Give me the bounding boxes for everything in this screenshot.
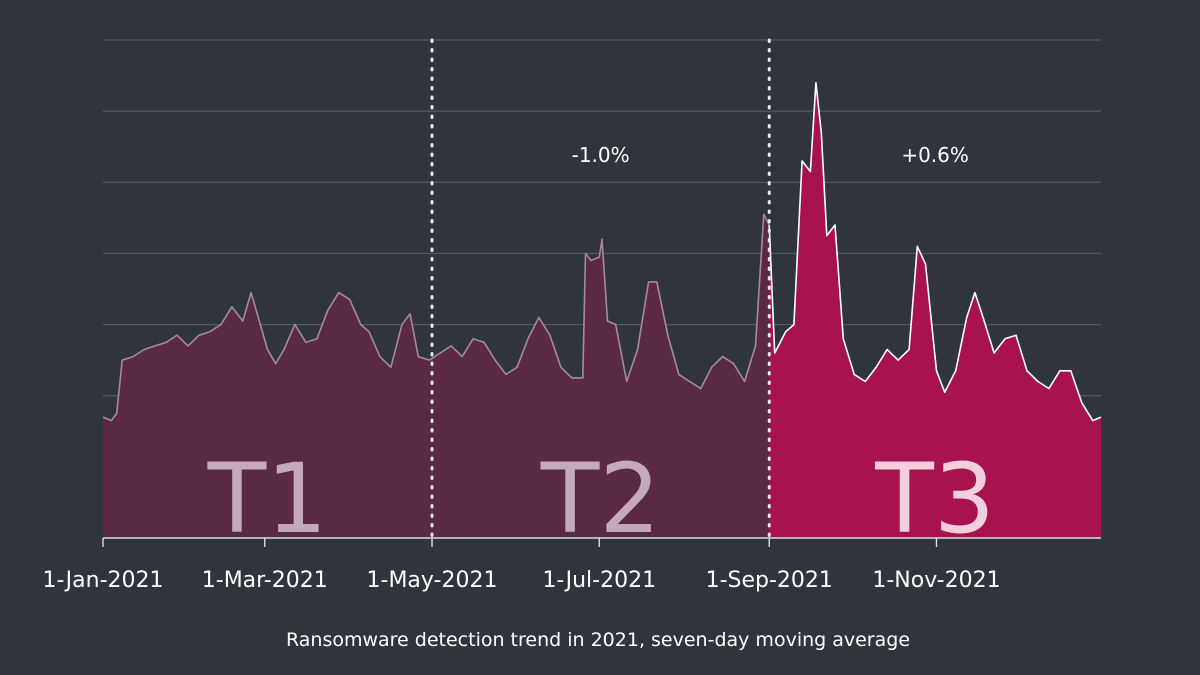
series-line-t2: [431, 213, 770, 390]
x-tick-label: 1-Mar-2021: [202, 568, 328, 593]
area-t2: [432, 214, 770, 539]
x-tick-label: 1-Nov-2021: [872, 568, 1000, 593]
change-label-t2: -1.0%: [572, 143, 630, 167]
change-label-t3: +0.6%: [901, 143, 969, 167]
term-label-t1: T1: [207, 443, 328, 555]
area-t3: [769, 82, 1101, 538]
x-axis: 1-Jan-2021 1-Mar-2021 1-May-2021 1-Jul-2021…: [43, 537, 1101, 593]
period-labels: T1 T2 T3: [207, 443, 995, 555]
series-line-t3: [768, 81, 1102, 422]
x-tick-label: 1-Sep-2021: [706, 568, 833, 593]
area-t1: [103, 292, 432, 538]
x-tick-label: 1-Jan-2021: [43, 568, 164, 593]
term-label-t2: T2: [540, 443, 661, 555]
series-line-t1: [102, 291, 433, 422]
x-tick-label: 1-May-2021: [367, 568, 498, 593]
series-lines: [102, 81, 1102, 422]
change-annotations: -1.0% +0.6%: [572, 143, 969, 167]
term-label-t3: T3: [874, 443, 995, 555]
x-tick-label: 1-Jul-2021: [542, 568, 656, 593]
chart-caption: Ransomware detection trend in 2021, seve…: [286, 629, 910, 651]
area-fills: [103, 82, 1101, 539]
period-dividers: [430, 38, 771, 540]
